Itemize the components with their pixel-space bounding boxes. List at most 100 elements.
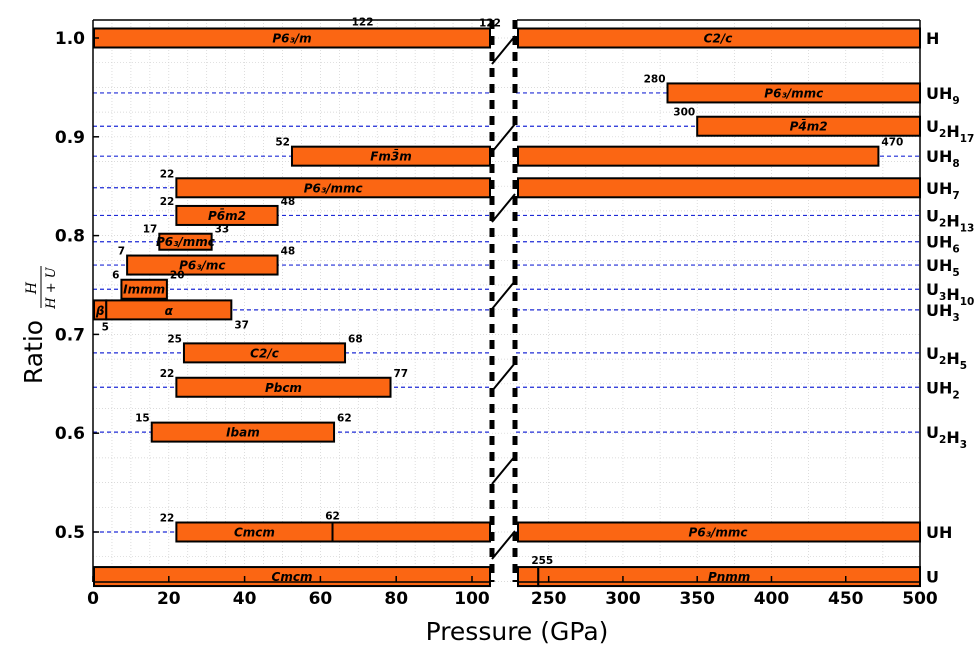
x-tick-label: 300 (605, 589, 641, 609)
phase-label: Ibam (226, 426, 260, 440)
composition-label: UH5 (926, 256, 960, 279)
phase-end-label: 20 (170, 270, 185, 282)
phase-label: Cmcm (272, 570, 313, 584)
phase-start-label: 22 (160, 196, 175, 208)
phase-end-label: 48 (281, 246, 296, 258)
phase-bars: C2/cP6₃/m122122P6₃/mmc280P4̄m2300Fm3̄m52… (93, 17, 921, 588)
grid-lines (92, 20, 921, 582)
break-slash (491, 35, 516, 65)
composition-label: U2H5 (926, 344, 967, 372)
phase-label-right: P6₃/mmc (689, 526, 748, 540)
phase-label-right: Pnmm (708, 570, 750, 584)
composition-label: U2H3 (926, 423, 967, 451)
x-tick-label: 350 (679, 589, 715, 609)
break-slash (491, 455, 516, 485)
phase-label: P6₃/mmc (156, 235, 215, 249)
y-axis-fraction-numerator: H (24, 281, 40, 295)
y-tick-label: 0.9 (55, 128, 85, 148)
composition-label: UH3 (926, 301, 960, 324)
x-axis-title: Pressure (GPa) (426, 617, 609, 645)
y-tick-labels: 0.5 0.6 0.7 0.8 0.9 1.0 (55, 29, 99, 543)
phase-end-label: 37 (234, 319, 249, 331)
y-axis-fraction-denominator: H + U (44, 266, 59, 309)
break-slash (491, 123, 516, 153)
x-tick-label: 450 (828, 589, 864, 609)
y-tick-label: 1.0 (55, 29, 85, 49)
phase-label-alpha: α (165, 304, 174, 318)
phase-bar (517, 566, 540, 588)
phase-bar (126, 254, 279, 276)
break-slash (491, 362, 516, 392)
phase-label: P6̄m2 (208, 208, 246, 223)
phase-bar (120, 278, 168, 300)
composition-label: UH8 (926, 147, 960, 170)
phase-bar (175, 376, 392, 398)
phase-label: P6₃/mmc (304, 181, 363, 195)
phase-label: Fm3̄m (370, 148, 412, 163)
phase-start-label: 7 (118, 246, 125, 258)
phase-bar (150, 421, 336, 443)
phase-start-label: 6 (112, 270, 119, 282)
y-tick-label: 0.6 (55, 424, 85, 444)
composition-label: U2H17 (926, 117, 974, 145)
phase-end-label: 77 (394, 368, 409, 380)
phase-bar (331, 521, 492, 543)
phase-start-label: 25 (167, 333, 182, 345)
axes-frame (92, 19, 921, 583)
composition-label: UH (926, 523, 952, 542)
phase-start-label: 22 (160, 513, 175, 525)
x-tick-label: 100 (454, 589, 490, 609)
phase-split-label: 62 (325, 511, 340, 523)
phase-end-label: 62 (337, 413, 352, 425)
phase-label: P6₃/mc (179, 259, 225, 273)
x-tick-label: 60 (309, 589, 333, 609)
phase-end-label: 48 (281, 196, 296, 208)
x-tick-label: 0 (87, 589, 99, 609)
phase-start-label: 15 (135, 413, 150, 425)
phase-label: P6₃/mmc (764, 86, 823, 100)
composition-label: U3H10 (926, 280, 974, 308)
phase-start-label: 300 (673, 107, 695, 119)
phase-split-label: 5 (102, 321, 109, 333)
x-tick-label: 20 (157, 589, 181, 609)
phase-end-label: 33 (215, 224, 230, 236)
composition-label: UH6 (926, 233, 960, 256)
y-tick-label: 0.7 (55, 325, 85, 345)
phase-label: C2/c (250, 346, 279, 360)
x-tick-label: 400 (754, 589, 790, 609)
y-axis-title: Ratio H H + U (19, 266, 59, 384)
phase-bar (105, 299, 233, 321)
y-tick-label: 0.8 (55, 227, 85, 247)
phase-start-label: 52 (275, 137, 290, 149)
phase-bar (517, 177, 921, 199)
break-slash (491, 193, 516, 223)
composition-label: H (926, 29, 939, 48)
phase-bar (158, 232, 213, 251)
phase-end-label: 470 (881, 137, 903, 149)
phase-label-beta: β (95, 304, 105, 318)
x-tick-label: 40 (233, 589, 257, 609)
phase-split-label: 122 (352, 17, 374, 29)
phase-label: P4̄m2 (790, 119, 828, 134)
phase-label: Immm (123, 283, 165, 297)
phase-bar (517, 145, 880, 167)
composition-label: UH2 (926, 378, 960, 401)
phase-bar (182, 342, 347, 364)
phase-bar (175, 204, 279, 226)
phase-end-label: 68 (348, 333, 363, 345)
composition-label: U2H13 (926, 206, 974, 234)
composition-label: UH9 (926, 84, 960, 107)
x-tick-label: 80 (384, 589, 408, 609)
phase-label: P6₃/m (272, 32, 311, 46)
x-tick-label: 250 (531, 589, 567, 609)
break-slash (491, 530, 516, 560)
x-tick-label: 500 (902, 589, 938, 609)
axis-break (489, 20, 518, 582)
y-tick-label: 0.5 (55, 523, 85, 543)
phase-start-label: 280 (644, 73, 666, 85)
composition-label: U (926, 568, 939, 587)
phase-split-label: 255 (531, 555, 553, 567)
break-slash (491, 280, 516, 310)
phase-start-label: 22 (160, 168, 175, 180)
